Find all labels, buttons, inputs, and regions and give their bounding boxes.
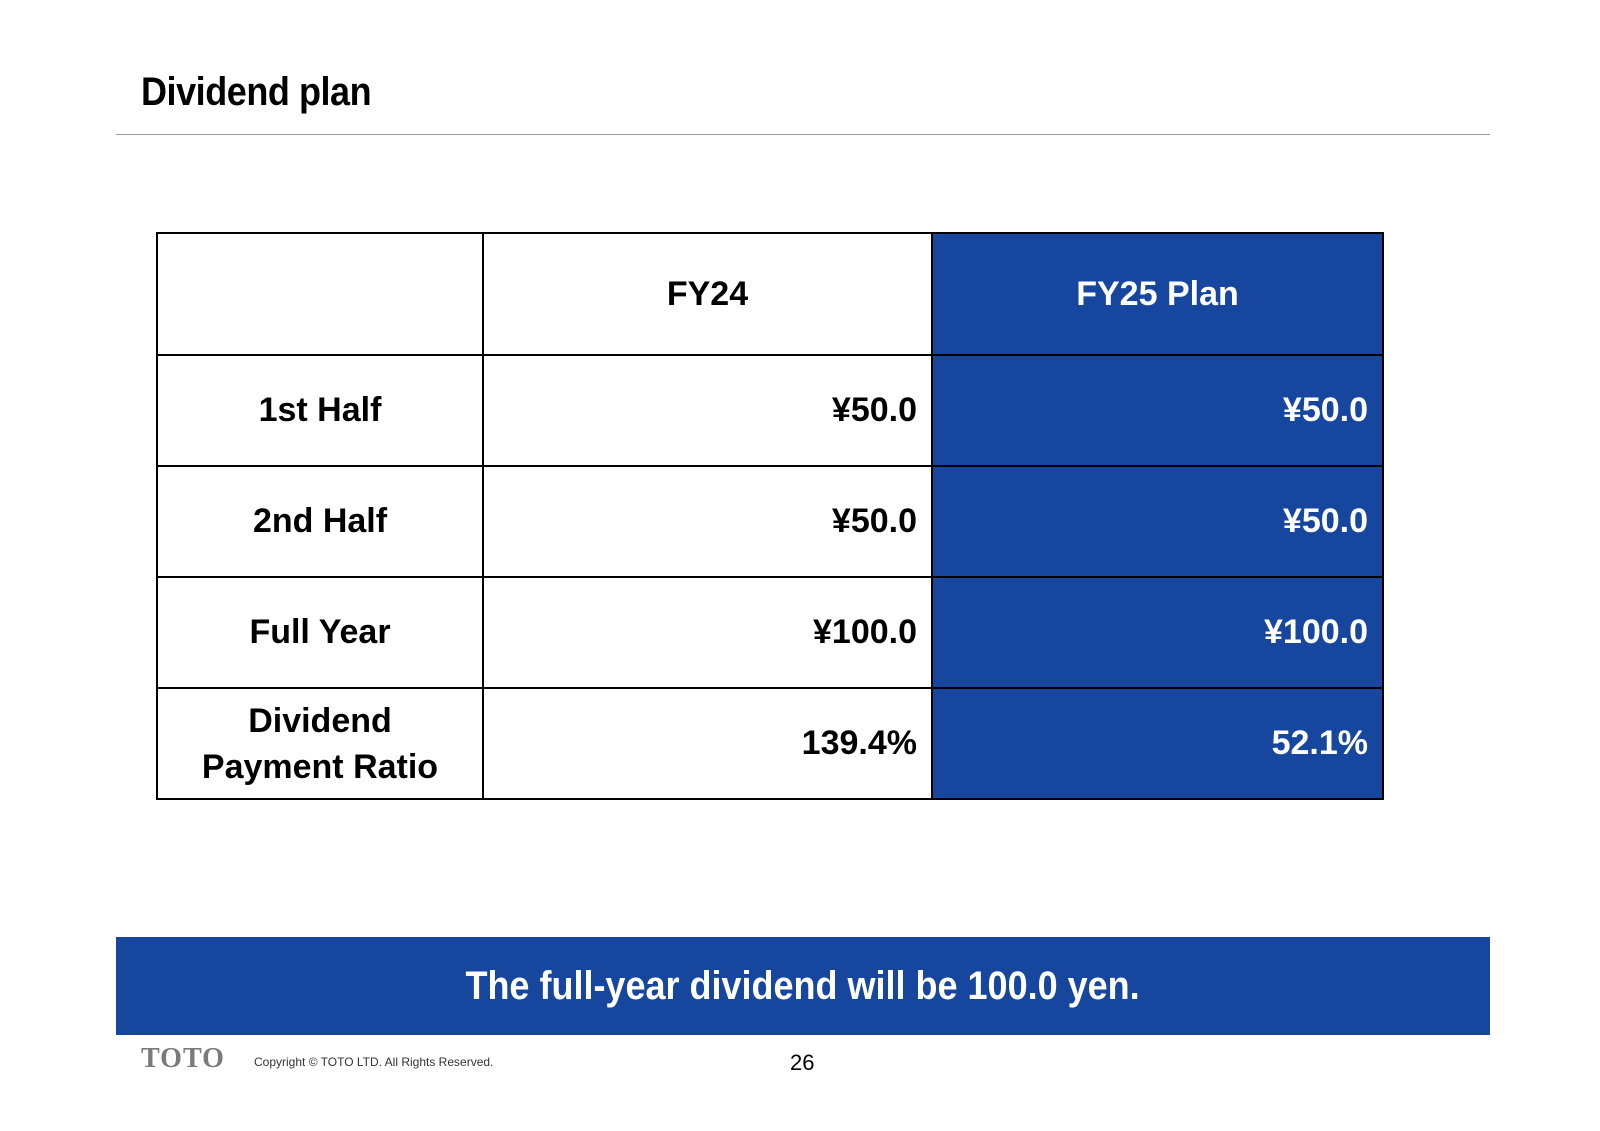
table-header-row: FY24 FY25 Plan (156, 232, 1384, 356)
table-row: 2nd Half ¥50.0 ¥50.0 (156, 465, 1384, 578)
row-label: 2nd Half (156, 465, 484, 578)
fy24-value: ¥50.0 (482, 354, 933, 467)
title-divider (116, 134, 1490, 135)
summary-banner-text: The full-year dividend will be 100.0 yen… (465, 963, 1141, 1008)
row-label: Full Year (156, 576, 484, 689)
fy25-value: ¥50.0 (931, 465, 1384, 578)
page-number: 26 (790, 1050, 815, 1075)
table-row: 1st Half ¥50.0 ¥50.0 (156, 354, 1384, 467)
row-label: 1st Half (156, 354, 484, 467)
table-row: Dividend Payment Ratio 139.4% 52.1% (156, 687, 1384, 800)
header-cell-fy24: FY24 (482, 232, 933, 356)
fy24-value: ¥50.0 (482, 465, 933, 578)
row-label-line: Payment Ratio (201, 747, 439, 786)
fy25-value: ¥100.0 (931, 576, 1384, 689)
summary-banner: The full-year dividend will be 100.0 yen… (116, 937, 1490, 1035)
fy25-value: 52.1% (931, 687, 1384, 800)
fy24-value: ¥100.0 (482, 576, 933, 689)
table-row: Full Year ¥100.0 ¥100.0 (156, 576, 1384, 689)
row-label-line: Dividend (248, 701, 392, 740)
row-label: Dividend Payment Ratio (156, 687, 484, 800)
page-title: Dividend plan (141, 70, 372, 114)
header-cell-fy25-plan: FY25 Plan (931, 232, 1384, 356)
toto-logo: TOTO (141, 1043, 225, 1074)
dividend-table: FY24 FY25 Plan 1st Half ¥50.0 ¥50.0 2nd … (156, 232, 1384, 800)
fy25-value: ¥50.0 (931, 354, 1384, 467)
header-cell-empty (156, 232, 484, 356)
fy24-value: 139.4% (482, 687, 933, 800)
copyright-notice: Copyright © TOTO LTD. All Rights Reserve… (254, 1055, 494, 1069)
